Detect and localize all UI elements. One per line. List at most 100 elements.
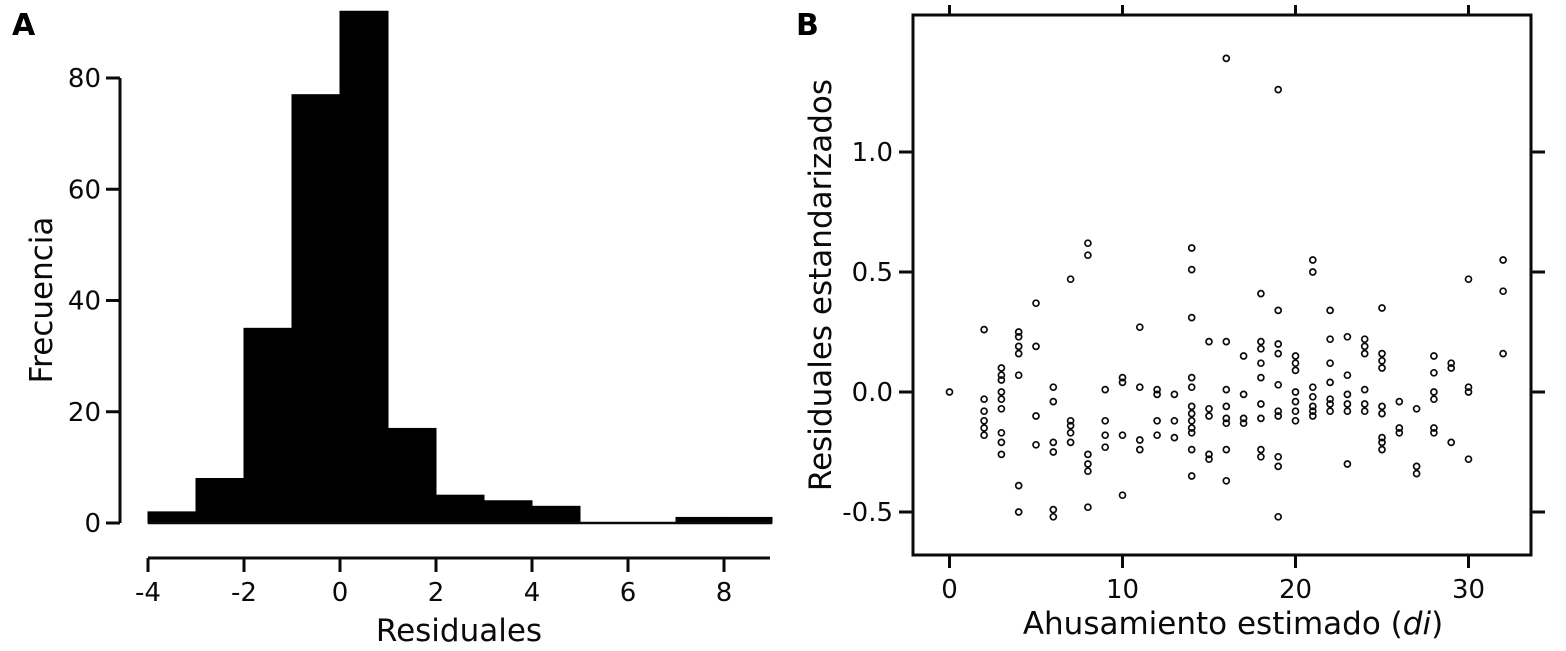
scatter-point (1274, 85, 1283, 94)
scatter-point (1308, 402, 1317, 411)
x-tick-label: 0 (941, 575, 958, 605)
scatter-point (1464, 383, 1473, 392)
y-tick-label: 0.5 (852, 258, 893, 288)
scatter-point (980, 407, 988, 416)
scatter-point (1205, 455, 1213, 464)
scatter-point (1257, 373, 1265, 382)
scatter-point (1326, 407, 1334, 416)
scatter-point (1274, 306, 1283, 315)
x-tick-label: 8 (716, 578, 733, 608)
scatter-point (1222, 419, 1231, 428)
scatter-point (1412, 462, 1421, 471)
scatter-point (1153, 431, 1161, 440)
scatter-point (1118, 491, 1127, 500)
scatter-y-axis-title: Residuales estandarizados (803, 79, 839, 491)
scatter-point (1118, 431, 1127, 440)
scatter-point (1257, 445, 1265, 454)
scatter-point (1084, 251, 1092, 260)
scatter-point (1032, 412, 1040, 420)
scatter-point (1032, 342, 1040, 351)
scatter-point (1447, 364, 1456, 372)
scatter-point (1222, 414, 1231, 423)
y-tick-label: 0 (84, 509, 101, 539)
scatter-point (1153, 385, 1161, 394)
scatter-point (1499, 256, 1507, 264)
scatter-point (1014, 342, 1023, 351)
x-tick-label: 10 (1106, 575, 1139, 605)
scatter-point (1430, 352, 1438, 360)
scatter-point (1222, 385, 1231, 394)
scatter-point (1135, 383, 1144, 392)
scatter-point (1257, 452, 1265, 461)
histogram-bar (483, 500, 533, 524)
scatter-point (1239, 352, 1248, 360)
scatter-point (1291, 366, 1300, 375)
scatter-point (1187, 416, 1196, 425)
histogram-bar (339, 10, 389, 524)
y-tick-label: 60 (68, 175, 101, 205)
scatter-point (997, 404, 1006, 413)
panel-a-label: A (12, 8, 36, 43)
scatter-point (1084, 450, 1092, 459)
x-tick-label: -4 (135, 578, 161, 608)
y-tick-label: 1.0 (852, 138, 893, 168)
scatter-point (1395, 424, 1404, 432)
scatter-point (1360, 342, 1369, 351)
scatter-point (997, 395, 1006, 404)
scatter-point (1084, 467, 1092, 476)
histogram-y-axis-title: Frecuencia (24, 217, 60, 384)
scatter-point (1430, 424, 1438, 432)
scatter-point (1222, 445, 1231, 454)
scatter-point (1274, 412, 1283, 420)
scatter-point (1187, 265, 1196, 274)
scatter-point (1049, 505, 1058, 514)
x-tick-label: 0 (332, 578, 349, 608)
scatter-point (1257, 400, 1265, 408)
x-tick-label: 4 (524, 578, 541, 608)
scatter-point (1135, 436, 1144, 444)
histogram-bar (243, 327, 293, 524)
scatter-point (1187, 313, 1196, 322)
scatter-point (1343, 332, 1352, 341)
scatter-point (1239, 390, 1248, 399)
scatter-point (1447, 359, 1456, 368)
scatter-point (1101, 431, 1110, 440)
scatter-point (1308, 256, 1317, 264)
scatter-point (1274, 462, 1283, 471)
scatter-point (1118, 378, 1127, 387)
scatter-point (1205, 337, 1213, 346)
scatter-point (1291, 397, 1300, 406)
y-tick-label: 80 (68, 64, 101, 94)
y-tick-label: 20 (68, 398, 101, 428)
scatter-point (1308, 383, 1317, 392)
scatter-point (1187, 445, 1196, 454)
scatter-point (997, 371, 1006, 380)
scatter-point (1066, 421, 1075, 430)
scatter-point (1291, 407, 1300, 416)
scatter-point (1014, 481, 1023, 490)
scatter-point (1412, 469, 1421, 478)
scatter-point (1049, 512, 1058, 521)
scatter-point (1326, 359, 1334, 368)
scatter-point (1187, 424, 1196, 432)
scatter-point (1257, 289, 1265, 298)
scatter-point (1308, 268, 1317, 276)
scatter-point (1084, 239, 1092, 248)
scatter-point (1014, 349, 1023, 358)
x-tick-label: 2 (428, 578, 445, 608)
y-tick-label: 0.0 (852, 378, 893, 408)
scatter-point (1464, 275, 1473, 284)
scatter-point (1291, 388, 1300, 396)
scatter-point (1326, 400, 1334, 408)
scatter-point (1101, 443, 1110, 452)
scatter-point (1360, 335, 1369, 344)
scatter-point (1291, 359, 1300, 368)
scatter-point (1135, 445, 1144, 454)
scatter-point (1360, 349, 1369, 358)
x-tick-label: 20 (1279, 575, 1312, 605)
scatter-point (1084, 460, 1092, 468)
plot-frame (911, 13, 1533, 557)
scatter-point (1066, 275, 1075, 284)
scatter-point (1239, 414, 1248, 423)
scatter-point (1274, 452, 1283, 461)
